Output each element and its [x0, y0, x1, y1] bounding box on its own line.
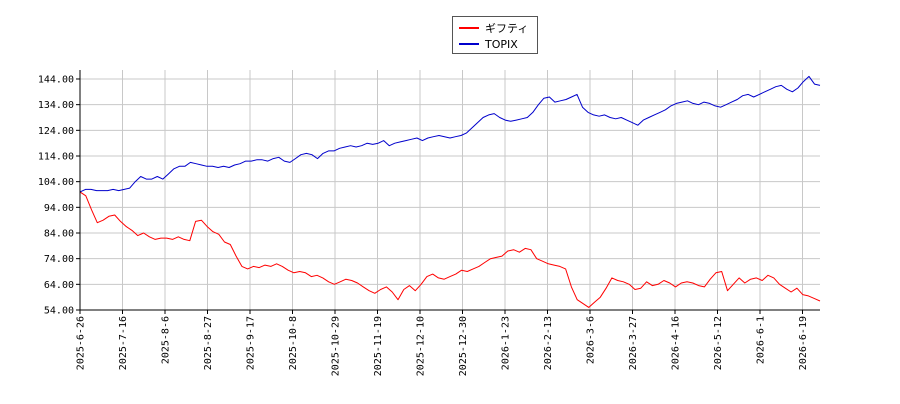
x-tick-label: 2025-8-6 [161, 316, 172, 364]
y-tick-label: 54.00 [44, 306, 74, 317]
x-grid [79, 70, 803, 310]
x-tick-label: 2025-12-30 [458, 316, 469, 376]
x-tick-label: 2025-6-26 [76, 316, 87, 370]
x-tick-label: 2026-3-27 [628, 316, 639, 370]
legend-swatch-1 [459, 43, 479, 45]
y-tick-label: 94.00 [44, 203, 74, 214]
x-tick-label: 2026-6-1 [756, 316, 767, 364]
x-tick-label: 2025-7-16 [118, 316, 129, 370]
legend-label-1: TOPIX [485, 37, 518, 51]
x-tick-label: 2025-10-29 [331, 316, 342, 376]
y-tick-label: 64.00 [44, 280, 74, 291]
legend: ギフティ TOPIX [452, 16, 538, 54]
x-tick-label: 2025-12-10 [416, 316, 427, 376]
legend-item-0: ギフティ [459, 20, 528, 36]
y-tick-label: 134.00 [38, 100, 74, 111]
y-tick-label: 114.00 [38, 151, 74, 162]
x-tick-label: 2026-2-13 [543, 316, 554, 370]
x-tick-label: 2025-8-27 [203, 316, 214, 370]
series-line-1 [79, 75, 821, 193]
y-tick-label: 124.00 [38, 126, 74, 137]
series-line-0 [79, 191, 821, 308]
x-tick-label: 2026-3-6 [586, 316, 597, 364]
y-tick-label: 144.00 [38, 74, 74, 85]
x-tick-label: 2025-10-8 [288, 316, 299, 370]
x-axis-ticks: 2025-6-26 2025-7-16 2025-8-6 2025-8-27 2025-… [76, 310, 809, 376]
legend-label-0: ギフティ [485, 22, 529, 35]
x-tick-label: 2026-5-12 [713, 316, 724, 370]
x-tick-label: 2026-1-23 [501, 316, 512, 370]
series-layer [79, 75, 821, 308]
y-axis-ticks: 54.00 64.00 74.00 84.00 94.00 104.00 114.00 124… [38, 74, 80, 317]
y-tick-label: 104.00 [38, 177, 74, 188]
y-tick-label: 74.00 [44, 254, 74, 265]
plot-background [80, 70, 820, 310]
x-tick-label: 2026-4-16 [671, 316, 682, 370]
legend-swatch-0 [459, 27, 479, 29]
x-tick-label: 2025-11-19 [373, 316, 384, 376]
legend-item-1: TOPIX [459, 36, 518, 52]
x-tick-label: 2025-9-17 [246, 316, 257, 370]
x-tick-label: 2026-6-19 [798, 316, 809, 370]
y-tick-label: 84.00 [44, 228, 74, 239]
